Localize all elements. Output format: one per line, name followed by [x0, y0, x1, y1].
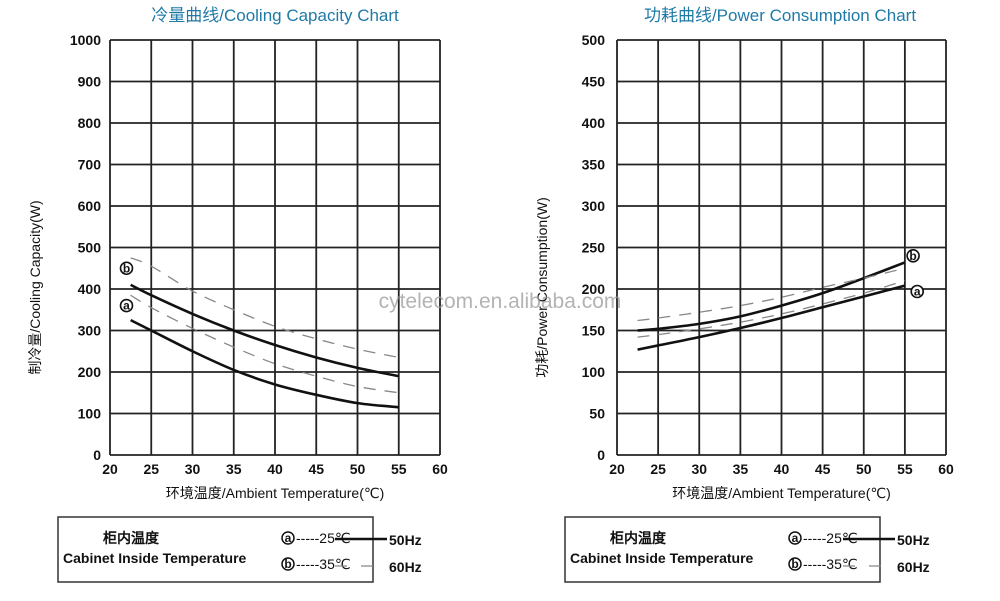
x-tick-label: 40: [774, 461, 790, 477]
curve-b-marker: b: [906, 249, 920, 263]
svg-text:b: b: [123, 261, 130, 275]
x-tick-label: 50: [350, 461, 366, 477]
x-tick-label: 55: [897, 461, 913, 477]
y-tick-label: 400: [582, 115, 606, 131]
series-line-60hz: [637, 267, 906, 322]
series-line-50hz: [130, 283, 400, 378]
x-axis-label: 环境温度/Ambient Temperature(℃): [166, 485, 385, 501]
x-axis-label: 环境温度/Ambient Temperature(℃): [672, 485, 891, 501]
legend-b-text: -----35℃: [803, 556, 858, 572]
y-axis-label: 功耗/Power Consumption(W): [534, 197, 550, 378]
svg-text:a: a: [285, 531, 292, 545]
line-style-legend: 50Hz 60Hz: [843, 532, 930, 575]
legend-60hz-label: 60Hz: [389, 559, 422, 575]
curve-a-marker: a: [910, 284, 925, 298]
svg-text:a: a: [914, 284, 921, 298]
x-tick-label: 60: [432, 461, 448, 477]
series-line-50hz: [637, 284, 906, 351]
y-tick-label: 250: [582, 240, 606, 256]
legend-b-marker-icon: b: [281, 557, 295, 571]
svg-text:b: b: [791, 557, 798, 571]
svg-text:b: b: [284, 557, 291, 571]
legend-50hz-label: 50Hz: [389, 532, 422, 548]
x-tick-label: 45: [308, 461, 324, 477]
x-tick-label: 35: [226, 461, 242, 477]
x-tick-label: 35: [733, 461, 749, 477]
y-tick-label: 900: [78, 74, 102, 90]
x-tick-label: 45: [815, 461, 831, 477]
series-line-60hz: [637, 280, 906, 338]
cooling-capacity-chart: 冷量曲线/Cooling Capacity Chart 0 100 200 300 400…: [27, 6, 448, 583]
svg-text:b: b: [909, 249, 916, 263]
x-tick-label: 30: [691, 461, 707, 477]
chart-title: 功耗曲线/Power Consumption Chart: [644, 6, 916, 25]
legend-a-marker-icon: a: [281, 531, 295, 545]
x-tick-label: 20: [609, 461, 625, 477]
y-tick-label: 100: [582, 364, 606, 380]
legend-50hz-label: 50Hz: [897, 532, 930, 548]
legend-cabinet-en: Cabinet Inside Temperature: [63, 550, 247, 566]
chart-title: 冷量曲线/Cooling Capacity Chart: [151, 6, 399, 25]
x-tick-label: 40: [267, 461, 283, 477]
x-tick-label: 30: [185, 461, 201, 477]
y-tick-label: 100: [78, 406, 102, 422]
y-tick-label: 200: [582, 281, 606, 297]
grid: [616, 39, 947, 456]
power-consumption-chart: 功耗曲线/Power Consumption Chart 0 50 100 150 200…: [534, 6, 954, 583]
y-tick-label: 500: [78, 240, 102, 256]
series-line-50hz: [637, 261, 906, 332]
svg-text:a: a: [792, 531, 799, 545]
y-tick-label: 800: [78, 115, 102, 131]
svg-text:a: a: [123, 299, 130, 313]
x-tick-label: 25: [143, 461, 159, 477]
series-line-50hz: [130, 318, 399, 409]
legend-cabinet-cn: 柜内温度: [610, 530, 667, 546]
curve-b-marker: b: [119, 261, 134, 275]
y-tick-label: 350: [582, 157, 606, 173]
y-tick-label: 450: [582, 74, 606, 90]
y-tick-label: 300: [582, 198, 606, 214]
y-tick-label: 200: [78, 364, 102, 380]
x-tick-label: 60: [938, 461, 954, 477]
x-tick-label: 50: [856, 461, 872, 477]
y-tick-label: 400: [78, 281, 102, 297]
y-tick-label: 300: [78, 323, 102, 339]
y-tick-label: 0: [93, 447, 101, 463]
legend-a-text: -----25℃: [296, 530, 351, 546]
legend: 柜内温度 Cabinet Inside Temperature a -----25℃ b…: [57, 516, 374, 583]
legend-b-text: -----35℃: [296, 556, 351, 572]
y-tick-label: 0: [597, 447, 605, 463]
watermark: cytelecom.en.alibaba.com: [379, 290, 622, 313]
y-tick-label: 150: [582, 323, 606, 339]
grid: [109, 39, 441, 456]
y-tick-label: 1000: [70, 32, 101, 48]
line-style-legend: 50Hz 60Hz: [335, 532, 422, 575]
y-tick-label: 500: [582, 32, 606, 48]
series-line-60hz: [130, 257, 399, 359]
x-tick-label: 25: [650, 461, 666, 477]
legend-a-text: -----25℃: [803, 530, 858, 546]
legend-a-marker-icon: a: [788, 531, 802, 545]
legend-b-marker-icon: b: [788, 557, 802, 571]
y-tick-label: 50: [589, 406, 605, 422]
y-tick-label: 600: [78, 198, 102, 214]
y-axis-label: 制冷量/Cooling Capacity(W): [27, 200, 43, 374]
legend-cabinet-en: Cabinet Inside Temperature: [570, 550, 754, 566]
curve-a-marker: a: [119, 299, 134, 313]
x-tick-label: 55: [391, 461, 407, 477]
legend-60hz-label: 60Hz: [897, 559, 930, 575]
x-tick-label: 20: [102, 461, 118, 477]
legend-cabinet-cn: 柜内温度: [103, 530, 160, 546]
legend: 柜内温度 Cabinet Inside Temperature a -----25℃ b…: [564, 516, 881, 583]
y-tick-label: 700: [78, 157, 102, 173]
series-line-60hz: [130, 294, 399, 394]
